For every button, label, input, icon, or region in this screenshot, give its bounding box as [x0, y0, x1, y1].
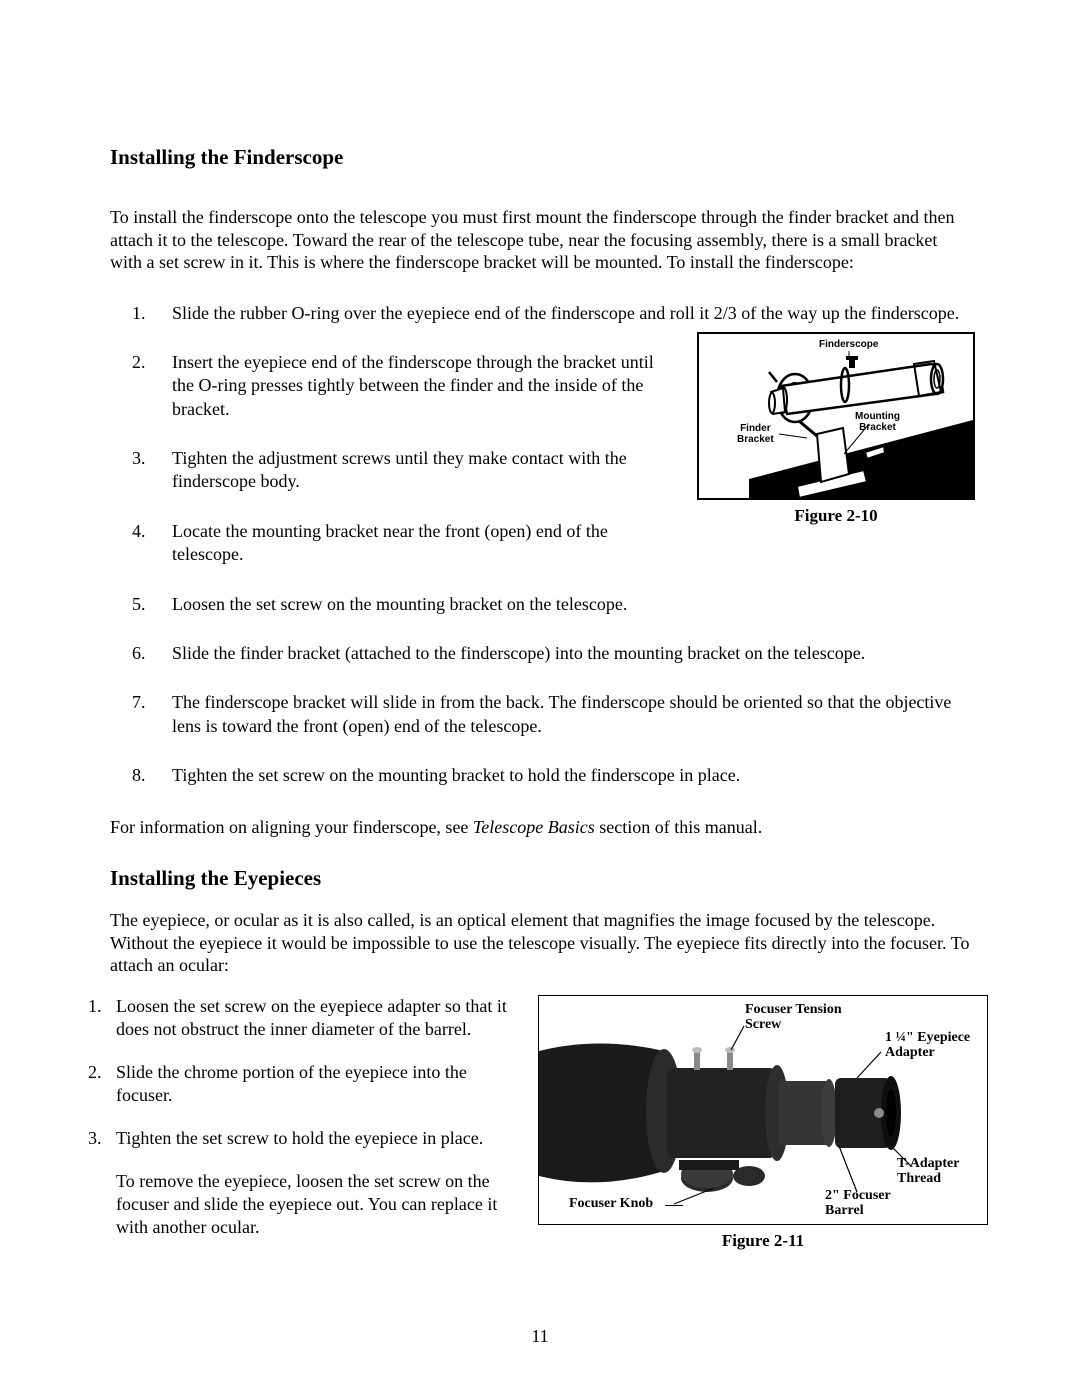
- figure-2-10-box: Finderscope FinderBracket MountingBracke…: [697, 332, 975, 500]
- step: Slide the chrome portion of the eyepiece…: [106, 1061, 510, 1107]
- figure-2-11-caption: Figure 2-11: [538, 1231, 988, 1251]
- finderscope-diagram: [699, 334, 975, 500]
- step: Tighten the set screw on the mounting br…: [150, 764, 970, 787]
- label-focuser-tension: Focuser TensionScrew: [745, 1002, 842, 1033]
- figure-2-11-box: Focuser TensionScrew 1 ¼" EyepieceAdapte…: [538, 995, 988, 1225]
- eyepieces-row: Loosen the set screw on the eyepiece ada…: [110, 995, 970, 1251]
- label-focuser-barrel: 2" FocuserBarrel: [825, 1188, 891, 1219]
- page-number: 11: [0, 1326, 1080, 1347]
- step: Slide the rubber O-ring over the eyepiec…: [150, 302, 970, 325]
- intro-finderscope: To install the finderscope onto the tele…: [110, 206, 970, 274]
- label-finderscope: Finderscope: [819, 340, 878, 351]
- step: Slide the finder bracket (attached to th…: [150, 642, 970, 665]
- heading-finderscope: Installing the Finderscope: [110, 145, 970, 170]
- label-set-screw: SetScrew: [915, 434, 944, 455]
- label-t-adapter: T-AdapterThread: [897, 1156, 960, 1187]
- step: Tighten the adjustment screws until they…: [150, 447, 662, 494]
- figure-2-11: Focuser TensionScrew 1 ¼" EyepieceAdapte…: [538, 995, 988, 1251]
- figure-2-10-caption: Figure 2-10: [697, 506, 975, 526]
- step: Loosen the set screw on the mounting bra…: [150, 593, 970, 616]
- label-finder-bracket: FinderBracket: [737, 424, 774, 445]
- step: Locate the mounting bracket near the fro…: [150, 520, 662, 567]
- outro-finderscope: For information on aligning your finders…: [110, 816, 970, 839]
- page: Installing the Finderscope To install th…: [0, 0, 1080, 1397]
- label-eyepiece-adapter: 1 ¼" EyepieceAdapter: [885, 1030, 970, 1061]
- step: The finderscope bracket will slide in fr…: [150, 691, 970, 738]
- eyepiece-tail-para: To remove the eyepiece, loosen the set s…: [116, 1170, 510, 1239]
- step: Insert the eyepiece end of the findersco…: [150, 351, 662, 421]
- step: Tighten the set screw to hold the eyepie…: [106, 1127, 510, 1150]
- label-mounting-bracket: MountingBracket: [855, 412, 900, 433]
- step: Loosen the set screw on the eyepiece ada…: [106, 995, 510, 1041]
- list-eyepiece-steps: Loosen the set screw on the eyepiece ada…: [78, 995, 510, 1150]
- label-focuser-knob: Focuser Knob: [569, 1196, 653, 1211]
- figure-2-10: Finderscope FinderBracket MountingBracke…: [697, 332, 975, 526]
- intro-eyepieces: The eyepiece, or ocular as it is also ca…: [110, 909, 970, 977]
- heading-eyepieces: Installing the Eyepieces: [110, 866, 970, 891]
- eyepieces-left-col: Loosen the set screw on the eyepiece ada…: [110, 995, 510, 1239]
